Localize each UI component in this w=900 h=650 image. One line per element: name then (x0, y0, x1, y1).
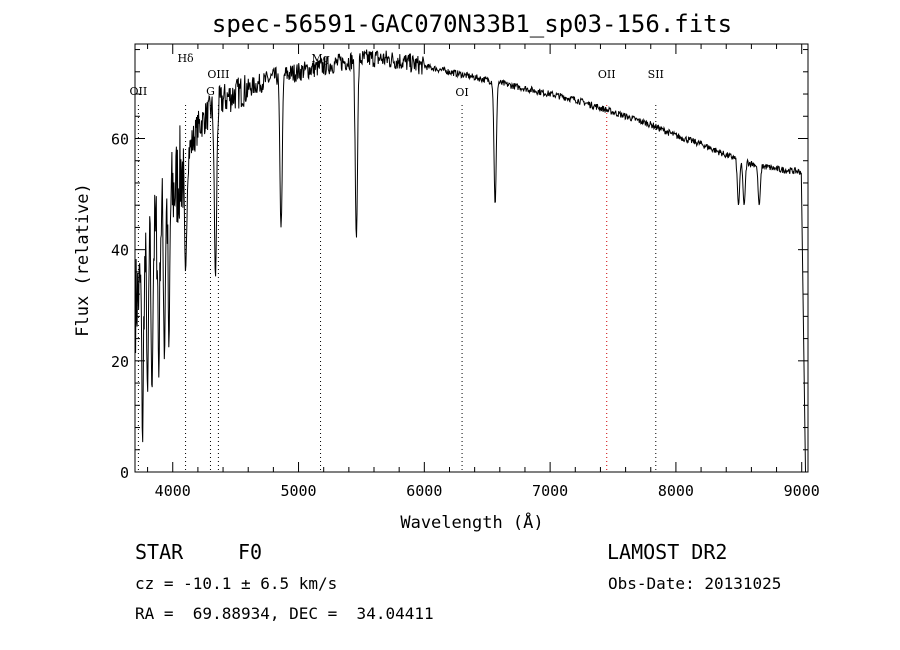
spectrum-line (135, 49, 806, 473)
line-marker-label: SII (648, 68, 664, 81)
y-tick-label: 0 (120, 464, 129, 482)
y-tick-label: 20 (111, 353, 129, 371)
x-tick-label: 4000 (155, 482, 191, 500)
object-class: STAR (135, 540, 184, 564)
plot-axes: 4000 5000 6000 7000 8000 9000 0 20 40 60 (111, 43, 820, 500)
x-axis-label: Wavelength (Å) (400, 511, 543, 533)
observation-date: Obs-Date: 20131025 (608, 574, 782, 593)
x-tick-label: 6000 (406, 482, 442, 500)
x-tick-label: 7000 (532, 482, 568, 500)
chart-title: spec-56591-GAC070N33B1_sp03-156.fits (212, 10, 732, 38)
y-tick-label: 60 (111, 130, 129, 148)
x-tick-label: 8000 (658, 482, 694, 500)
plot-frame (134, 43, 809, 473)
line-marker-label: OI (455, 86, 468, 99)
spectrum-trace (135, 49, 806, 473)
line-marker-label: OII (130, 85, 148, 98)
x-tick-label: 5000 (280, 482, 316, 500)
line-marker-label: G (206, 85, 215, 98)
x-tick-label: 9000 (784, 482, 820, 500)
coordinates: RA = 69.88934, DEC = 34.04411 (135, 604, 434, 623)
line-marker-label: Hδ (177, 52, 194, 65)
survey-name: LAMOST DR2 (607, 540, 728, 564)
spectral-subclass: F0 (238, 540, 263, 564)
line-marker-label: OIII (207, 68, 229, 81)
line-marker-label: OII (598, 68, 616, 81)
y-axis-label: Flux (relative) (73, 183, 93, 337)
y-tick-label: 40 (111, 242, 129, 260)
redshift-value: cz = -10.1 ± 6.5 km/s (135, 574, 338, 593)
